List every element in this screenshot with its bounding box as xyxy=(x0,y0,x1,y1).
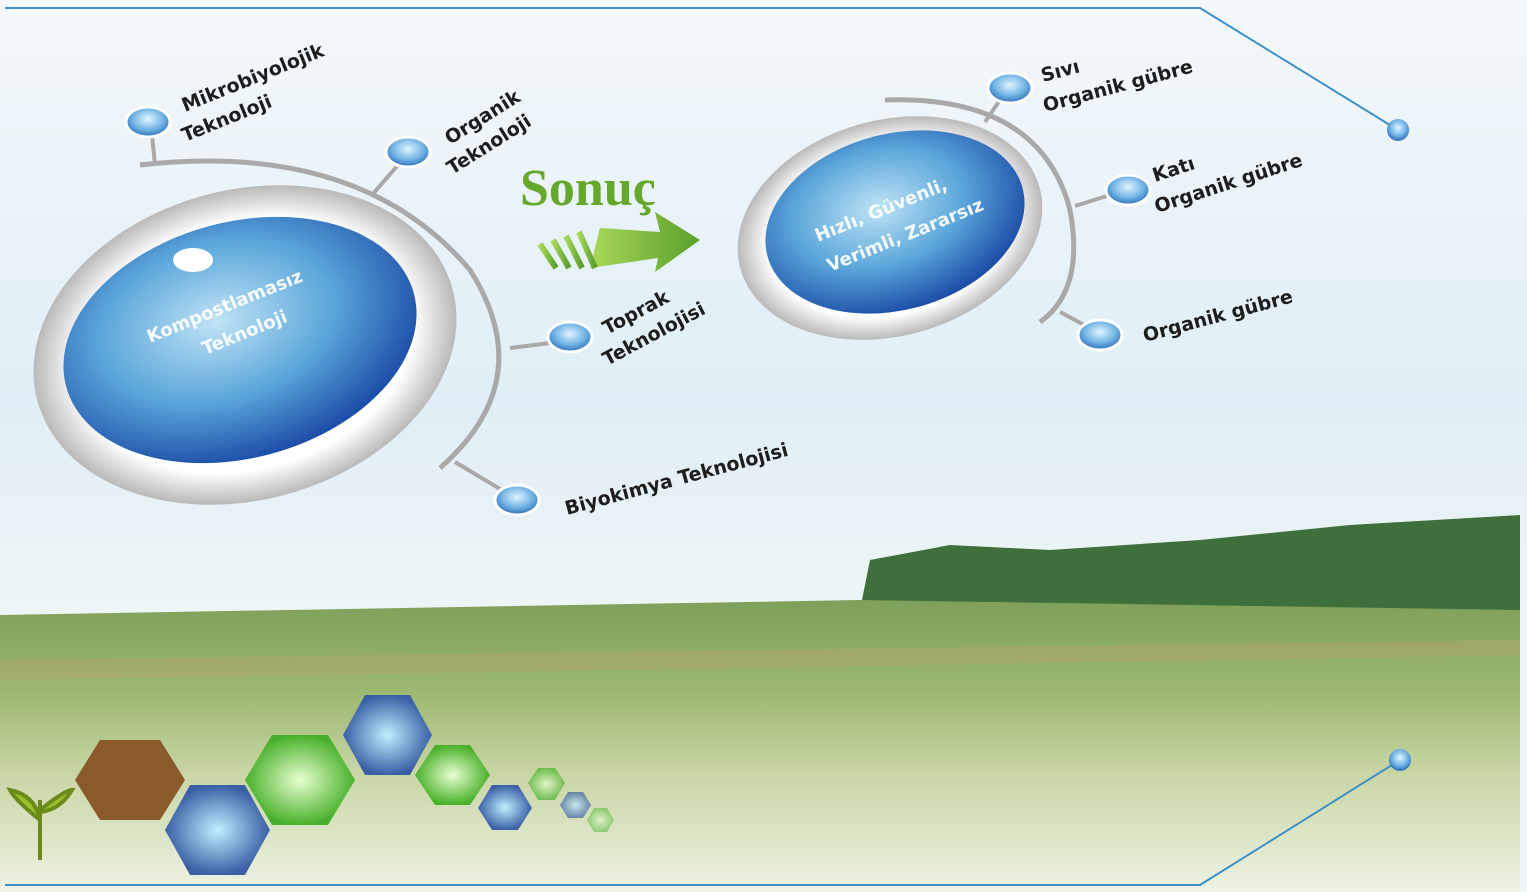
frame-dot xyxy=(1387,119,1409,141)
arrow-label: Sonuç xyxy=(520,160,656,217)
highlight xyxy=(173,248,213,272)
frame-dot xyxy=(1389,749,1411,771)
infographic: Kompostlamasız Teknoloji Mikrobiyolojik … xyxy=(0,0,1527,892)
